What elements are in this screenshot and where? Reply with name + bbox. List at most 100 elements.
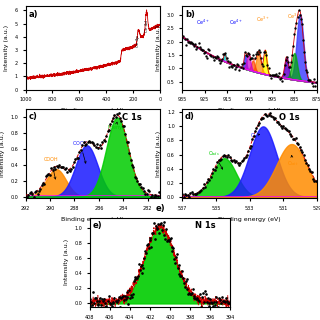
Text: d): d) bbox=[185, 112, 195, 121]
Point bbox=[235, 62, 240, 67]
Point bbox=[97, 143, 102, 148]
Point bbox=[289, 59, 294, 64]
Point bbox=[122, 293, 127, 298]
Point bbox=[167, 237, 172, 242]
Point bbox=[201, 181, 206, 187]
Point bbox=[300, 37, 306, 42]
Point bbox=[162, 232, 167, 237]
Point bbox=[212, 302, 217, 307]
Point bbox=[180, 191, 185, 196]
Point bbox=[305, 162, 310, 167]
Point bbox=[120, 294, 125, 300]
Point bbox=[195, 44, 200, 50]
Point bbox=[213, 164, 219, 169]
Text: e): e) bbox=[155, 204, 165, 213]
Point bbox=[196, 40, 201, 45]
Point bbox=[148, 194, 153, 199]
Point bbox=[299, 21, 304, 27]
Point bbox=[159, 228, 164, 233]
Point bbox=[157, 222, 163, 227]
Point bbox=[66, 168, 71, 173]
Point bbox=[81, 139, 86, 144]
Point bbox=[127, 150, 132, 155]
Text: Ce$^{4+}$: Ce$^{4+}$ bbox=[196, 18, 210, 27]
Point bbox=[157, 230, 162, 235]
Point bbox=[301, 153, 306, 158]
Point bbox=[280, 79, 285, 84]
Point bbox=[97, 298, 102, 303]
Point bbox=[215, 54, 220, 60]
Point bbox=[93, 144, 98, 149]
Point bbox=[219, 156, 224, 162]
Point bbox=[231, 157, 236, 162]
Point bbox=[198, 304, 203, 309]
Point bbox=[204, 55, 210, 60]
Text: b): b) bbox=[185, 10, 195, 19]
Point bbox=[187, 290, 192, 295]
Point bbox=[76, 155, 81, 160]
Point bbox=[115, 111, 120, 116]
Point bbox=[241, 60, 246, 65]
Point bbox=[160, 222, 165, 228]
Point bbox=[152, 236, 157, 241]
Point bbox=[295, 15, 300, 20]
Point bbox=[27, 190, 32, 196]
X-axis label: Binding energy (eV): Binding energy (eV) bbox=[61, 217, 124, 221]
Point bbox=[179, 274, 184, 279]
Point bbox=[195, 190, 200, 196]
Point bbox=[243, 155, 248, 160]
Point bbox=[62, 166, 67, 171]
Point bbox=[78, 148, 84, 153]
Text: N 1s: N 1s bbox=[195, 221, 216, 230]
Point bbox=[206, 47, 211, 52]
Point bbox=[134, 275, 139, 280]
Point bbox=[205, 177, 211, 182]
Point bbox=[310, 177, 316, 182]
Point bbox=[312, 178, 317, 183]
Point bbox=[108, 302, 113, 307]
Point bbox=[207, 300, 212, 305]
Point bbox=[182, 36, 187, 41]
Point bbox=[274, 119, 279, 124]
Point bbox=[120, 124, 125, 129]
Y-axis label: Intensity (a.u.): Intensity (a.u.) bbox=[4, 25, 9, 71]
Point bbox=[133, 275, 138, 280]
Point bbox=[228, 157, 234, 162]
Point bbox=[104, 304, 109, 309]
Text: O$_{act}$: O$_{act}$ bbox=[250, 131, 261, 140]
Point bbox=[90, 141, 95, 146]
Point bbox=[196, 189, 201, 194]
Point bbox=[201, 51, 206, 56]
Point bbox=[198, 46, 203, 52]
Point bbox=[68, 169, 73, 174]
Point bbox=[178, 273, 183, 278]
Point bbox=[55, 164, 60, 170]
Point bbox=[307, 166, 312, 171]
Point bbox=[255, 52, 260, 57]
Point bbox=[211, 167, 216, 172]
Point bbox=[287, 65, 292, 70]
Point bbox=[216, 158, 221, 163]
Point bbox=[278, 124, 283, 129]
Point bbox=[308, 78, 313, 83]
Point bbox=[252, 128, 258, 133]
Point bbox=[210, 54, 215, 60]
Point bbox=[154, 225, 159, 230]
Point bbox=[197, 188, 203, 194]
Text: O$_{ads}$: O$_{ads}$ bbox=[208, 148, 223, 169]
Point bbox=[221, 51, 226, 56]
Point bbox=[279, 126, 284, 131]
Point bbox=[275, 74, 280, 79]
Point bbox=[218, 60, 223, 66]
Point bbox=[247, 146, 252, 151]
Point bbox=[112, 112, 117, 117]
Point bbox=[86, 139, 92, 144]
Point bbox=[232, 159, 237, 164]
Point bbox=[169, 248, 174, 253]
Point bbox=[230, 63, 236, 68]
Point bbox=[193, 192, 198, 197]
Point bbox=[215, 314, 220, 319]
Point bbox=[282, 126, 287, 131]
Point bbox=[166, 238, 172, 243]
Point bbox=[138, 264, 143, 269]
